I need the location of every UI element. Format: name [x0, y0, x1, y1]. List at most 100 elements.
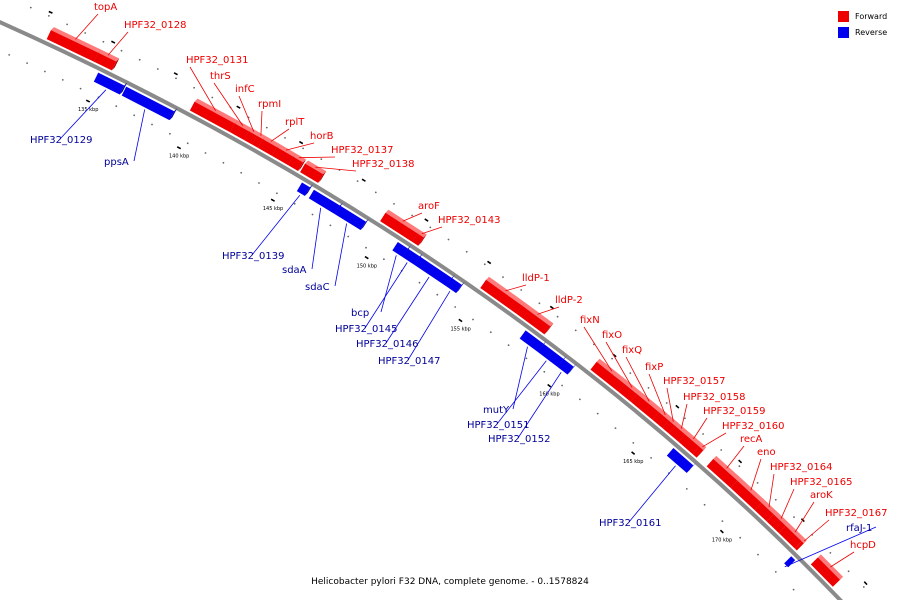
- kbp-tick-mark: [719, 529, 724, 534]
- minor-tick-dot: [632, 442, 635, 444]
- minor-tick-dots: [8, 6, 868, 591]
- kbp-tick-label: 145 kbp: [263, 206, 283, 212]
- kbp-tick-mark: [458, 318, 463, 323]
- gene-arrow-aroF: [380, 212, 418, 242]
- minor-tick-dot: [418, 281, 421, 284]
- gene-arrow-eno: [730, 480, 762, 511]
- label-leader: [726, 445, 745, 469]
- minor-tick-dot: [26, 62, 28, 64]
- label-leader: [681, 403, 688, 429]
- label-leader: [238, 95, 255, 132]
- minor-tick-dot: [454, 306, 457, 308]
- gene-arrow-fixP: [652, 412, 670, 429]
- label-leader: [780, 488, 795, 519]
- minor-tick-dash: [361, 178, 366, 182]
- gene-arrow-aroK: [778, 525, 802, 549]
- gene-arrow-side: [298, 159, 307, 171]
- minor-tick-dot: [383, 258, 385, 261]
- minor-tick-dot: [347, 235, 350, 238]
- label-leader: [270, 128, 290, 142]
- minor-tick-dot: [447, 238, 450, 241]
- minor-tick-dot: [502, 276, 504, 278]
- minor-tick-dot: [738, 465, 741, 468]
- gene-arrow-top: [737, 477, 765, 503]
- minor-tick-dot: [647, 387, 650, 389]
- label-leader: [189, 66, 216, 111]
- minor-tick-dash: [738, 459, 743, 464]
- gene-label: HPF32_0143: [438, 215, 500, 226]
- minor-tick-dot: [774, 498, 777, 501]
- strand-legend: Forward Reverse: [838, 8, 887, 40]
- gene-arrow-HPF32_0158: [668, 425, 686, 442]
- minor-tick-dot: [120, 49, 123, 52]
- minor-tick-dot: [596, 412, 599, 415]
- minor-tick-dash: [111, 40, 116, 44]
- gene-arrow-side: [567, 363, 577, 375]
- minor-tick-dot: [538, 302, 541, 305]
- gene-label: aroF: [418, 201, 440, 212]
- label-leader: [648, 373, 666, 416]
- gene-label: sdaC: [305, 282, 330, 293]
- label-leader: [794, 501, 815, 533]
- gene-arrow-horB: [271, 147, 294, 166]
- gene-arrow-HPF32_0152: [557, 358, 574, 375]
- minor-tick-dot: [258, 182, 260, 184]
- gene-arrow-HPF32_0164: [754, 502, 774, 522]
- minor-tick-dot: [702, 433, 704, 435]
- kbp-tick-mark: [364, 255, 369, 260]
- genome-backbone: [0, 20, 843, 600]
- minor-tick-dot: [756, 482, 759, 484]
- gene-arrow-HPF32_0137: [288, 156, 304, 171]
- gene-arrow-bcp: [392, 242, 408, 257]
- minor-tick-dash: [675, 404, 680, 409]
- gene-arrow-top: [50, 27, 102, 53]
- legend-reverse: Reverse: [838, 24, 887, 40]
- minor-tick-dot: [525, 357, 528, 360]
- minor-tick-dash: [298, 140, 304, 145]
- gene-label: fixN: [580, 315, 600, 326]
- minor-tick-dot: [436, 293, 439, 296]
- gene-arrow-side: [686, 462, 697, 473]
- minor-tick-dot: [721, 520, 724, 522]
- gene-arrow-HPF32_0131: [189, 101, 235, 133]
- label-leader: [583, 326, 613, 372]
- minor-tick-dot: [650, 457, 652, 459]
- minor-tick-dot: [483, 263, 486, 266]
- gene-label: HPF32_0138: [352, 159, 414, 170]
- gene-arrow-rplT: [257, 139, 277, 156]
- minor-tick-dot: [138, 58, 141, 61]
- minor-tick-dot: [265, 126, 268, 129]
- label-leader: [702, 432, 727, 448]
- gene-arrow-lldP-1: [480, 279, 523, 314]
- reverse-swatch: [838, 26, 849, 38]
- gene-arrow-recA: [706, 458, 738, 489]
- label-leader: [512, 346, 528, 410]
- gene-arrow-side: [796, 540, 807, 551]
- kbp-tick-mark: [270, 198, 275, 202]
- label-leader: [537, 306, 560, 315]
- label-leader: [830, 551, 855, 568]
- minor-tick-dot: [293, 202, 296, 205]
- gene-label: eno: [757, 447, 776, 458]
- label-leader: [334, 223, 347, 287]
- gene-label: fixP: [645, 362, 663, 373]
- gene-arrow-HPF32_0146: [414, 256, 452, 287]
- minor-tick-dot: [757, 553, 759, 556]
- minor-tick-dot: [133, 114, 136, 117]
- gene-label: HPF32_0131: [186, 55, 248, 66]
- kbp-tick-label: 165 kbp: [623, 459, 643, 465]
- gene-arrow-lldP-2: [516, 305, 551, 335]
- minor-tick-dot: [175, 77, 177, 80]
- gene-arrow-sdaC: [334, 205, 366, 231]
- minor-tick-dot: [276, 192, 278, 195]
- kbp-tick-mark: [176, 146, 182, 150]
- gene-arrow-HPF32_0159: [678, 434, 700, 455]
- label-leader: [666, 387, 674, 422]
- minor-tick-dot: [302, 147, 304, 150]
- gene-label: thrS: [210, 71, 231, 82]
- gene-label: HPF32_0146: [356, 339, 418, 350]
- gene-label: HPF32_0151: [467, 420, 529, 431]
- gene-label: lldP-1: [522, 273, 550, 284]
- minor-tick-dash: [487, 260, 492, 265]
